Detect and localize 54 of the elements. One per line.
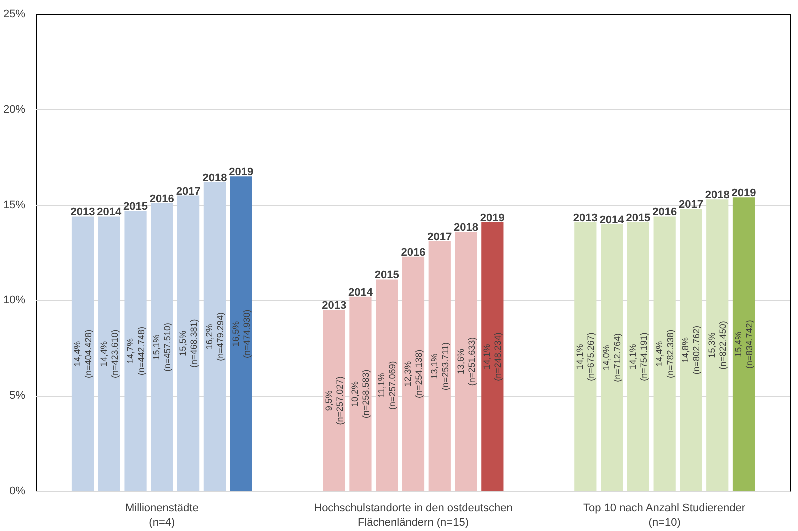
- data-label: 14,4% (n=782.338): [654, 330, 676, 379]
- data-label: 9,5% (n=257.027): [324, 376, 345, 426]
- text: 2014: [97, 206, 122, 219]
- text: 2019: [732, 188, 756, 200]
- bar: [482, 222, 504, 492]
- text: 2013: [573, 212, 598, 224]
- data-label: 15,5% (n=468.381): [178, 319, 200, 368]
- series-label: 2015: [626, 212, 651, 224]
- data-label: 15,3% (n=822.450): [707, 321, 728, 370]
- text: 2016: [150, 193, 174, 206]
- text: 2017: [176, 186, 201, 198]
- data-label: 14,7% (n=442.748): [125, 326, 146, 376]
- text: 2017: [428, 232, 452, 244]
- data-label: 15,1% (n=457.510): [152, 323, 173, 372]
- series-label: 2017: [678, 199, 704, 212]
- text: 2018: [454, 222, 479, 234]
- y-tick-label: 5%: [10, 390, 26, 402]
- data-label: 14,0% (n=712.764): [602, 334, 623, 382]
- text: 2013: [70, 206, 96, 219]
- text: 2016: [401, 246, 426, 259]
- data-label: 14,4% (n=423.610): [98, 330, 120, 379]
- data-label: 16,2% (n=479.294): [204, 312, 226, 362]
- series-label: 2018: [705, 190, 730, 202]
- y-tick-label: 15%: [3, 199, 26, 212]
- data-label: 14,4% (n=404.428): [72, 330, 94, 379]
- y-tick-label: 20%: [3, 104, 26, 116]
- data-label: 14,1% (n=675.267): [575, 332, 596, 382]
- data-label: 16,5% (n=474.930): [230, 310, 252, 358]
- bar: [732, 198, 756, 492]
- series-label: 2019: [480, 212, 505, 224]
- y-tick-label: 25%: [3, 8, 26, 20]
- data-label: 14,1% (n=248.234): [482, 332, 504, 382]
- data-label: 13,6% (n=251.633): [456, 337, 477, 386]
- text: 2019: [229, 166, 254, 179]
- text: 2018: [202, 172, 228, 184]
- text: 2015: [374, 270, 400, 282]
- series-label: 2016: [652, 206, 678, 219]
- data-label: 12,3% (n=254.138): [403, 350, 424, 399]
- data-label: 10,2% (n=258.583): [350, 370, 372, 419]
- text: 2014: [348, 286, 373, 299]
- data-label: 13,1% (n=253.711): [429, 342, 450, 391]
- bar: [230, 176, 252, 492]
- x-tick-label: Millionenstädte (n=4): [125, 502, 199, 529]
- x-tick-label: Hochschulstandorte in den ostdeutschen Flächenländern (n=15): [314, 502, 513, 529]
- series-label: 2014: [600, 214, 626, 226]
- text: 2015: [124, 201, 148, 214]
- data-label: 14,1% (n=754.191): [628, 332, 649, 382]
- data-label: 11,1% (n=257.069): [376, 361, 398, 410]
- data-label: 15,4% (n=834.742): [734, 320, 755, 369]
- y-tick-label: 10%: [3, 294, 26, 307]
- series-label: 2013: [322, 300, 347, 312]
- y-tick-label: 0%: [10, 486, 26, 498]
- data-label: 14,8% (n=802.762): [680, 326, 702, 375]
- x-tick-label: Top 10 nach Anzahl Studierender (n=10): [584, 502, 746, 529]
